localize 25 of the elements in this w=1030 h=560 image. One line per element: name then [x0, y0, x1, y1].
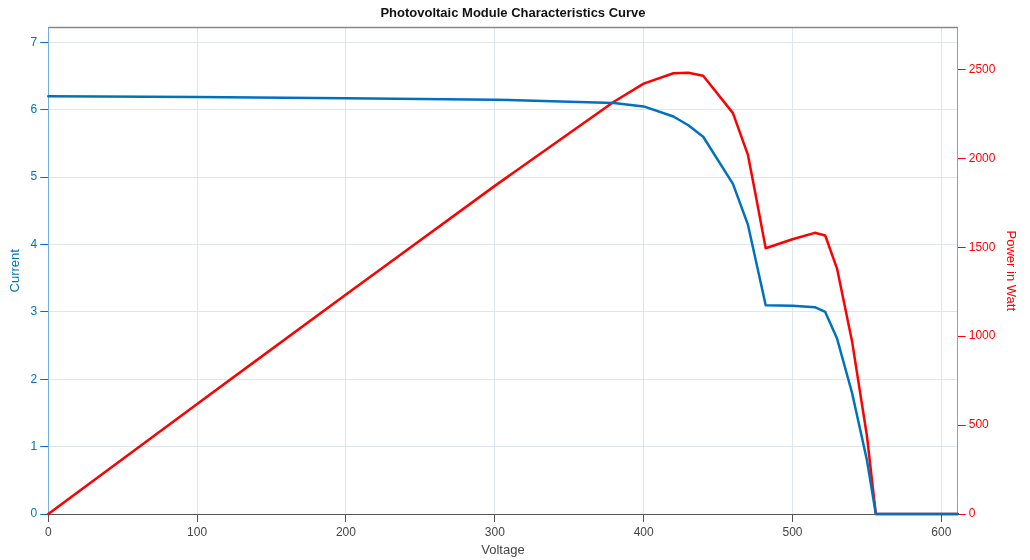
- y2-tick-label: 2000: [968, 150, 996, 165]
- y2-tick-label: 1500: [968, 239, 996, 254]
- x-tick-label: 400: [633, 524, 654, 539]
- x-axis-title: Voltage: [481, 541, 525, 557]
- x-tick-label: 0: [44, 524, 52, 539]
- y-axis-title: Current: [7, 248, 23, 293]
- x-tick-label: 500: [782, 524, 803, 539]
- y-tick-label: 2: [30, 371, 38, 386]
- y-tick-label: 1: [30, 438, 38, 453]
- x-tick-label: 200: [335, 524, 357, 539]
- x-tick-label: 600: [931, 524, 952, 539]
- y-tick-label: 0: [30, 506, 38, 521]
- chart-title: Photovoltaic Module Characteristics Curve: [380, 5, 646, 21]
- y-tick-label: 4: [30, 236, 38, 251]
- x-tick-label: 100: [187, 524, 208, 539]
- y2-tick-label: 1000: [968, 328, 996, 343]
- x-tick-label: 300: [484, 524, 506, 539]
- y2-axis-title: Power in Watt: [1003, 230, 1019, 312]
- y-tick-label: 3: [30, 304, 38, 319]
- y-tick-label: 7: [30, 34, 38, 49]
- y2-tick-label: 2500: [968, 61, 996, 76]
- y-tick-label: 6: [30, 102, 38, 117]
- y-tick-label: 5: [30, 169, 38, 184]
- y2-tick-label: 0: [968, 506, 976, 521]
- y2-tick-label: 500: [968, 417, 990, 432]
